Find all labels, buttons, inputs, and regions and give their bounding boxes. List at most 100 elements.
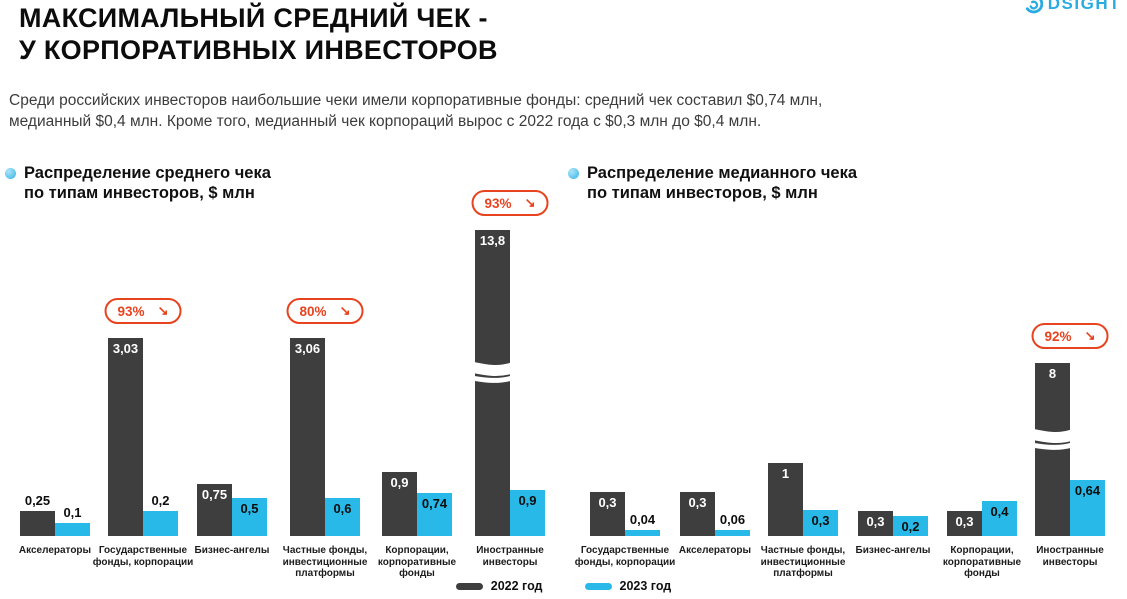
category-label: Корпорации, корпоративные фонды — [942, 545, 1022, 579]
category-label: Иностранные инвесторы — [1036, 545, 1104, 568]
bar-2022: 1 — [768, 463, 803, 536]
category-label: Бизнес-ангелы — [194, 545, 270, 556]
category-label: Частные фонды, инвестиционные платформы — [282, 545, 368, 579]
bar-2023: 0,74 — [417, 493, 452, 536]
bar-value-2022: 0,25 — [24, 493, 51, 508]
bar-2022: 0,75 — [197, 484, 232, 536]
chart-title-median-line1: Распределение медианного чека — [587, 164, 858, 182]
bar-2022: 0,3 — [590, 492, 625, 536]
bar-value-2023: 0,74 — [421, 496, 448, 511]
decline-percent: 92% — [1044, 328, 1072, 344]
page-subtitle-line2: медианный $0,4 млн. Кроме того, медианны… — [9, 113, 762, 130]
category-label: Акселераторы — [678, 545, 752, 556]
bar-2023: 0,3 — [803, 510, 838, 536]
chart-title-average-line2: по типам инвесторов, $ млн — [24, 184, 255, 202]
legend-item-2022: 2022 год — [455, 579, 543, 593]
bar-value-2023: 0,2 — [151, 493, 170, 508]
bar-value-2023: 0,1 — [63, 505, 82, 520]
dsight-logo-icon — [1025, 0, 1043, 13]
bar-group: 8 0,64 92% ↘ Иностранные инвесторы — [981, 186, 1127, 568]
page-subtitle-line1: Среди российских инвесторов наибольшие ч… — [9, 92, 823, 109]
dsight-logo-text: DSIGHT — [1047, 0, 1121, 13]
bar-value-2022: 0,3 — [955, 514, 974, 529]
bar-group: 3,03 0,2 93% ↘ Государственные фонды, корпор… — [93, 186, 193, 568]
bar-2023: 0,9 — [510, 490, 545, 536]
bar-value-2022: 0,3 — [688, 495, 707, 510]
decline-badge: 92% ↘ — [1031, 323, 1109, 349]
bar-value-2022: 1 — [781, 466, 790, 481]
category-label: Частные фонды, инвестиционные платформы — [760, 545, 846, 579]
bar-group: 0,3 0,2 Бизнес-ангелы — [856, 186, 930, 556]
bar-value-2023: 0,3 — [811, 513, 830, 528]
bar-group: 0,3 0,4 Корпорации, корпоративные фонды — [943, 186, 1021, 579]
bar-value-2023: 0,9 — [518, 493, 537, 508]
chart-title-median: Распределение медианного чека по типам и… — [568, 163, 857, 203]
chart-title-average-line1: Распределение среднего чека — [24, 164, 271, 182]
bar-2022: 0,3 — [858, 511, 893, 536]
bar-value-2022: 8 — [1048, 366, 1057, 381]
legend-item-2023: 2023 год — [584, 579, 672, 593]
bar-group: 0,3 0,06 Акселераторы — [679, 186, 751, 556]
dsight-logo: DSIGHT — [1024, 0, 1121, 14]
page-title-line1: МАКСИМАЛЬНЫЙ СРЕДНИЙ ЧЕК - — [19, 3, 488, 33]
bar-value-2023: 0,06 — [719, 512, 746, 527]
legend-label-2022: 2022 год — [490, 579, 543, 593]
decline-percent: 80% — [299, 303, 327, 319]
bar-2023: 0,64 — [1070, 480, 1105, 536]
page-title: МАКСИМАЛЬНЫЙ СРЕДНИЙ ЧЕК - У КОРПОРАТИВН… — [19, 2, 498, 66]
bar-2023 — [55, 523, 90, 536]
decline-arrow-icon: ↘ — [1084, 328, 1096, 343]
legend-swatch-2022 — [455, 582, 483, 590]
bar-2023 — [625, 530, 660, 536]
chart-legend: 2022 год 2023 год — [0, 579, 1127, 593]
legend-swatch-2023 — [584, 582, 612, 590]
bar-group: 0,9 0,74 Корпорации, корпоративные фонды — [378, 186, 456, 579]
chart-title-median-line2: по типам инвесторов, $ млн — [587, 184, 818, 202]
bar-value-2023: 0,6 — [333, 501, 352, 516]
bar-value-2022: 13,8 — [479, 233, 506, 248]
bar-value-2023: 0,4 — [990, 504, 1009, 519]
bar-value-2022: 0,75 — [201, 487, 228, 502]
bar-2022 — [20, 511, 55, 536]
bar-value-2022: 3,03 — [112, 341, 139, 356]
decline-arrow-icon: ↘ — [157, 303, 169, 318]
category-label: Государственные фонды, корпорации — [574, 545, 676, 568]
bar-2022: 0,3 — [680, 492, 715, 536]
category-label: Иностранные инвесторы — [476, 545, 544, 568]
decline-percent: 93% — [117, 303, 145, 319]
bar-2023: 0,4 — [982, 501, 1017, 536]
chart-title-average: Распределение среднего чека по типам инв… — [5, 163, 271, 203]
bar-2022: 3,06 — [290, 338, 325, 536]
bar-group: 13,8 0,9 93% ↘ Иностранные инвесторы — [421, 186, 593, 568]
decline-badge: 80% ↘ — [286, 298, 364, 324]
bar-group: 0,3 0,04 Государственные фонды, корпорации — [575, 186, 675, 568]
bar-value-2022: 3,06 — [294, 341, 321, 356]
bar-2023 — [143, 511, 178, 536]
bar-group: 0,75 0,5 Бизнес-ангелы — [195, 186, 269, 556]
bar-2022: 13,8 — [475, 230, 510, 536]
bar-group: 0,25 0,1 Акселераторы — [19, 186, 91, 556]
bar-2023: 0,2 — [893, 516, 928, 536]
bar-2023 — [715, 530, 750, 536]
bar-value-2023: 0,5 — [240, 501, 259, 516]
title-bullet-icon — [5, 168, 16, 179]
bar-2022: 0,9 — [382, 472, 417, 536]
legend-label-2023: 2023 год — [619, 579, 672, 593]
bar-2023: 0,5 — [232, 498, 267, 536]
decline-percent: 93% — [484, 195, 512, 211]
bar-group: 1 0,3 Частные фонды, инвестиционные платфо… — [761, 186, 845, 579]
decline-arrow-icon: ↘ — [524, 195, 536, 210]
title-bullet-icon — [568, 168, 579, 179]
bar-value-2023: 0,64 — [1074, 483, 1101, 498]
category-label: Государственные фонды, корпорации — [92, 545, 194, 568]
decline-arrow-icon: ↘ — [339, 303, 351, 318]
bar-value-2023: 0,2 — [901, 519, 920, 534]
bar-value-2022: 0,9 — [390, 475, 409, 490]
bar-value-2022: 0,3 — [866, 514, 885, 529]
category-label: Акселераторы — [18, 545, 92, 556]
bar-group: 3,06 0,6 80% ↘ Частные фонды, инвестиционные… — [283, 186, 367, 579]
bar-2023: 0,6 — [325, 498, 360, 536]
category-label: Бизнес-ангелы — [855, 545, 931, 556]
decline-badge: 93% ↘ — [471, 190, 549, 216]
